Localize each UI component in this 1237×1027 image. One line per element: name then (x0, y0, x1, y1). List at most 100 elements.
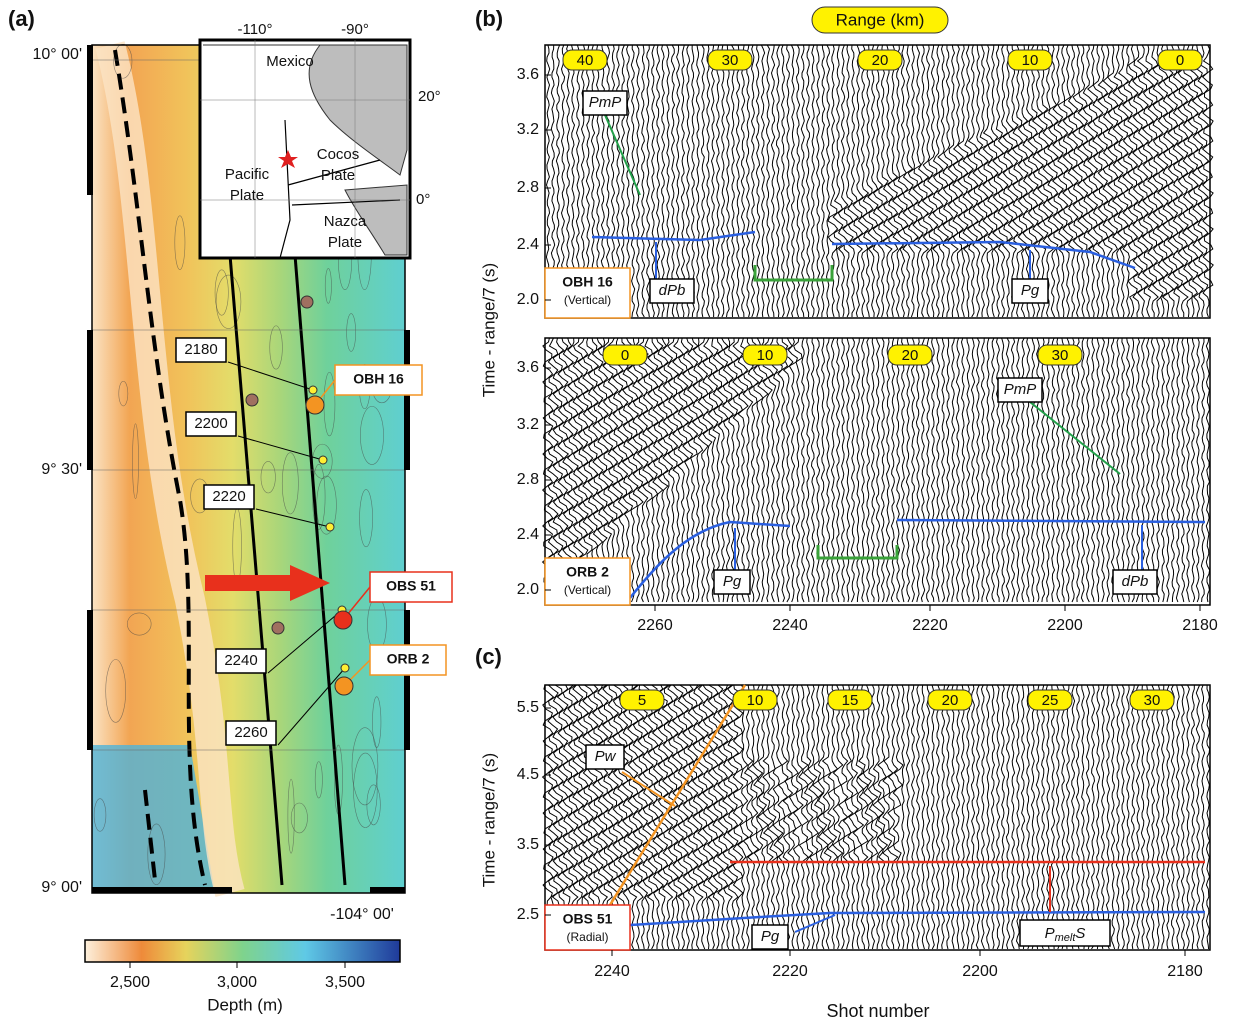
trace (1132, 685, 1135, 949)
plate-label: Plate (328, 234, 362, 251)
shot-label: 2240 (224, 652, 257, 669)
trace (652, 45, 655, 317)
phase-label: Pg (761, 928, 780, 945)
trace (1031, 685, 1034, 949)
trace (1066, 338, 1069, 602)
trace (1161, 338, 1164, 602)
trace (1101, 685, 1104, 949)
trace (1147, 685, 1150, 949)
trace (931, 338, 934, 602)
range-label: 15 (842, 692, 859, 709)
trace (861, 338, 864, 602)
trace (1171, 685, 1174, 949)
trace (922, 685, 925, 949)
trace (1156, 685, 1159, 949)
station (306, 396, 324, 414)
x-tick-label: 2240 (772, 617, 808, 634)
trace (897, 338, 900, 602)
trace (992, 338, 995, 602)
trace (707, 45, 710, 317)
trace (962, 338, 965, 602)
trace (662, 45, 665, 317)
trace (1201, 338, 1204, 602)
trace (893, 685, 903, 949)
trace (771, 45, 774, 317)
trace (1166, 338, 1169, 602)
trace (1107, 338, 1110, 602)
trace (936, 685, 939, 949)
trace (733, 685, 743, 949)
trace (886, 338, 889, 602)
inset-lon: -110° (238, 21, 273, 38)
trace (993, 45, 1003, 317)
lat-label: 9° 00' (41, 879, 82, 896)
trace (1182, 338, 1185, 602)
trace (911, 338, 914, 602)
y-tick-label: 2.0 (517, 581, 539, 598)
range-label: 25 (1042, 692, 1059, 709)
trace (1097, 338, 1100, 602)
trace (768, 338, 778, 602)
trace (942, 338, 945, 602)
trace (881, 338, 884, 602)
shot-point (309, 386, 317, 394)
station-component: (Vertical) (564, 583, 611, 597)
trace (799, 685, 808, 949)
trace (1111, 685, 1114, 949)
station-label: ORB 2 (566, 564, 609, 580)
trace (821, 45, 824, 317)
trace (986, 338, 989, 602)
trace (833, 45, 843, 317)
trace (898, 45, 908, 317)
trace (1123, 45, 1133, 317)
plate-label: Cocos (317, 146, 360, 163)
x-axis-label: Shot number (826, 1001, 929, 1021)
trace (987, 685, 990, 949)
trace (916, 685, 919, 949)
trace (748, 338, 758, 602)
trace (827, 45, 830, 317)
trace (811, 45, 814, 317)
frame-tick (87, 610, 93, 750)
trace (727, 45, 730, 317)
phase-label: Pw (595, 748, 617, 765)
station (334, 611, 352, 629)
trace (702, 45, 705, 317)
trace (946, 685, 949, 949)
trace (1088, 45, 1098, 317)
trace (633, 338, 643, 602)
trace (1052, 338, 1055, 602)
trace (971, 338, 974, 602)
trace (991, 685, 994, 949)
trace (848, 45, 858, 317)
trace (1071, 685, 1074, 949)
trace (1086, 685, 1089, 949)
trace (732, 45, 735, 317)
phase-label: PmP (1004, 381, 1037, 398)
colorbar-tick-label: 3,000 (217, 974, 257, 991)
trace (1091, 685, 1094, 949)
panel-label: (b) (475, 6, 503, 31)
range-label: 30 (1144, 692, 1161, 709)
trace (996, 685, 999, 949)
trace (1041, 685, 1044, 949)
trace (906, 685, 909, 949)
range-title: Range (km) (836, 10, 925, 29)
trace (842, 338, 845, 602)
trace (931, 685, 934, 949)
shot-label: 2180 (184, 341, 217, 358)
trace (794, 338, 802, 602)
phase-label: dPb (659, 282, 686, 299)
trace (1006, 685, 1009, 949)
trace (1128, 45, 1138, 317)
trace (1202, 685, 1205, 949)
trace (767, 45, 770, 317)
trace (797, 45, 800, 317)
trace (826, 338, 829, 602)
trace (846, 338, 849, 602)
trace (926, 685, 929, 949)
trace (793, 685, 803, 949)
trace (888, 685, 898, 949)
trace (867, 338, 870, 602)
trace (783, 338, 793, 602)
